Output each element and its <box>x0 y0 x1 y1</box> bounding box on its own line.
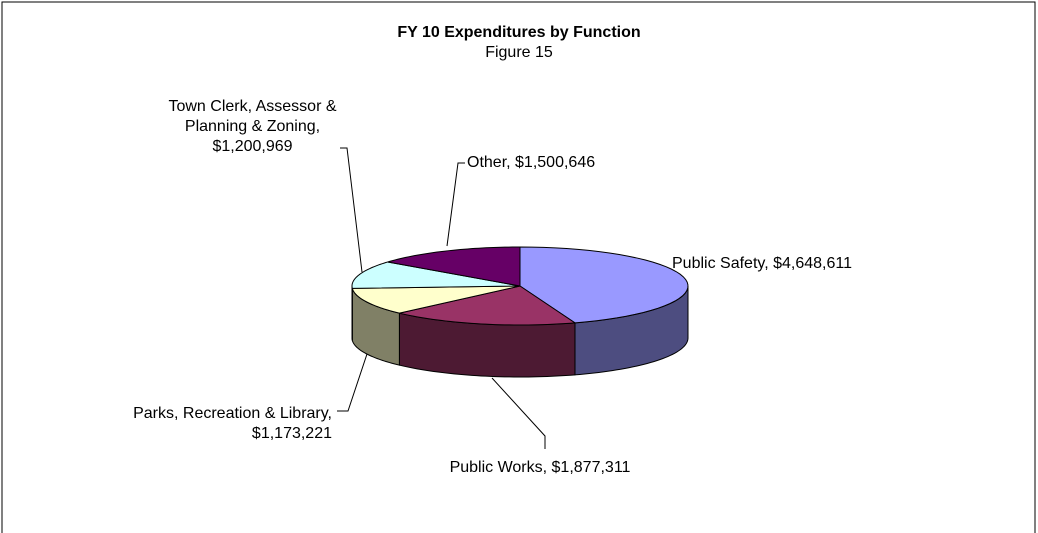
leader-line <box>491 377 546 449</box>
value-label: $1,500,646 <box>515 154 596 171</box>
category-label: Public Safety, <box>672 255 769 272</box>
category-label: Other, <box>467 154 511 171</box>
pie <box>351 246 689 378</box>
pie-slice <box>387 246 521 287</box>
value-label: $1,200,969 <box>212 138 293 155</box>
data-label: Public Safety, $4,648,611 <box>662 254 862 274</box>
leader-line <box>337 344 371 412</box>
chart-title: FY 10 Expenditures by Function <box>397 24 641 41</box>
category-label: Town Clerk, Assessor & Planning & Zoning… <box>168 98 337 135</box>
pie-slice <box>399 285 577 326</box>
data-label: Parks, Recreation & Library, $1,173,221 <box>122 404 332 444</box>
pie-slice <box>351 261 521 289</box>
leader-line <box>446 162 465 247</box>
chart-subtitle: Figure 15 <box>485 44 553 61</box>
data-label: Other, $1,500,646 <box>467 153 717 173</box>
value-label: $1,173,221 <box>251 425 332 442</box>
value-label: $4,648,611 <box>773 255 852 272</box>
category-label: Parks, Recreation & Library, <box>133 405 332 422</box>
pie-slice <box>519 246 689 324</box>
value-label: $1,877,311 <box>551 459 631 476</box>
data-label: Public Works, $1,877,311 <box>440 458 640 478</box>
category-label: Public Works, <box>449 459 548 476</box>
leader-line <box>340 147 363 273</box>
pie-slice <box>351 285 521 314</box>
data-label: Town Clerk, Assessor & Planning & Zoning… <box>165 97 340 157</box>
